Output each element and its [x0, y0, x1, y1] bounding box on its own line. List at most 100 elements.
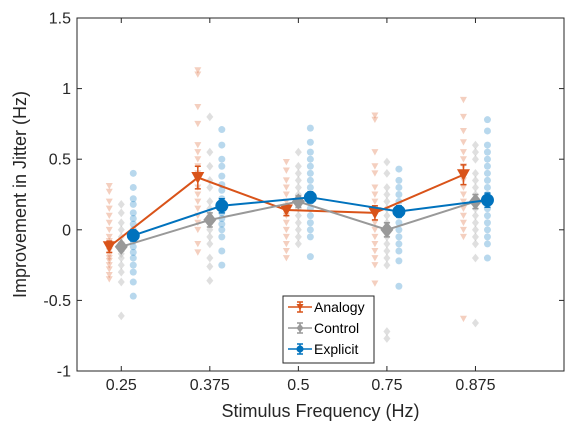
x-axis-label: Stimulus Frequency (Hz) [221, 401, 419, 421]
y-tick-label: 1 [62, 81, 71, 98]
raw-point-explicit [483, 254, 491, 262]
raw-point-analogy [371, 191, 379, 198]
raw-point-analogy [282, 191, 290, 198]
raw-point-explicit [395, 165, 403, 173]
legend-item-control: Control [288, 320, 359, 336]
raw-point-analogy [371, 112, 379, 119]
raw-point-analogy [282, 159, 290, 166]
raw-point-control [294, 232, 302, 242]
raw-point-explicit [395, 233, 403, 241]
raw-point-control [206, 112, 214, 122]
raw-point-control [117, 267, 125, 277]
raw-point-control [471, 140, 479, 150]
raw-point-control [117, 218, 125, 228]
raw-point-control [206, 183, 214, 192]
raw-point-explicit [218, 172, 226, 180]
raw-point-analogy [371, 255, 379, 262]
legend: Analogy Control Explicit [282, 295, 375, 364]
raw-point-control [206, 197, 214, 206]
x-tick-label: 0.5 [287, 377, 309, 394]
raw-point-control [117, 277, 125, 287]
raw-point-analogy [194, 249, 202, 256]
raw-point-explicit [483, 162, 491, 170]
raw-point-analogy [105, 212, 113, 220]
raw-point-analogy [105, 262, 113, 269]
raw-point-explicit [129, 209, 137, 217]
raw-point-analogy [194, 205, 202, 212]
raw-point-analogy [105, 219, 113, 227]
raw-point-analogy [282, 167, 290, 174]
raw-point-control [471, 211, 479, 221]
raw-point-explicit [306, 233, 314, 241]
raw-point-explicit [483, 116, 491, 124]
raw-point-control [383, 246, 391, 256]
raw-point-control [471, 232, 479, 242]
raw-point-control [471, 218, 479, 228]
mean-marker-analogy [102, 241, 116, 253]
raw-point-explicit [129, 169, 137, 177]
raw-point-analogy [282, 226, 290, 234]
raw-point-explicit [218, 126, 226, 134]
raw-point-analogy [105, 205, 113, 212]
raw-point-analogy [194, 103, 202, 111]
raw-point-control [383, 211, 391, 221]
raw-point-control [294, 147, 302, 157]
y-tick-label: -1 [57, 364, 71, 381]
mean-marker-control [203, 211, 217, 229]
raw-point-control [383, 260, 391, 270]
raw-point-analogy [105, 266, 113, 273]
raw-point-analogy [459, 127, 467, 135]
raw-point-analogy [194, 120, 202, 128]
raw-point-explicit [306, 155, 314, 163]
raw-point-analogy [194, 240, 202, 248]
raw-point-control [383, 190, 391, 199]
raw-point-analogy [371, 198, 379, 205]
raw-point-analogy [371, 248, 379, 255]
raw-point-control [294, 176, 302, 185]
raw-point-control [383, 253, 391, 263]
raw-point-explicit [483, 219, 491, 227]
raw-point-analogy [105, 233, 113, 241]
raw-point-control [383, 334, 391, 343]
mean-marker-analogy [191, 172, 205, 184]
mean-marker-explicit [480, 193, 494, 207]
raw-point-analogy [459, 156, 467, 163]
raw-point-explicit [395, 247, 403, 255]
raw-point-explicit [129, 248, 137, 256]
raw-point-explicit [129, 261, 137, 269]
raw-point-explicit [129, 195, 137, 203]
y-tick-label: 0 [62, 222, 71, 239]
raw-point-analogy [459, 212, 467, 220]
raw-point-explicit [129, 200, 137, 208]
raw-point-analogy [282, 219, 290, 227]
raw-point-analogy [282, 240, 290, 248]
raw-point-control [206, 161, 214, 171]
legend-item-explicit: Explicit [288, 341, 358, 357]
raw-point-analogy [194, 142, 202, 149]
x-tick-label: 0.875 [455, 377, 495, 394]
raw-point-explicit [129, 292, 137, 300]
raw-point-analogy [459, 205, 467, 212]
raw-point-explicit [306, 176, 314, 184]
raw-point-analogy [371, 262, 379, 269]
raw-point-explicit [306, 212, 314, 220]
raw-point-analogy [105, 198, 113, 205]
raw-point-explicit [483, 155, 491, 163]
raw-point-analogy [105, 252, 113, 259]
raw-point-analogy [194, 67, 202, 74]
raw-point-control [206, 253, 214, 263]
raw-point-analogy [194, 198, 202, 205]
raw-point-explicit [483, 148, 491, 156]
raw-point-explicit [306, 169, 314, 177]
raw-point-control [383, 197, 391, 206]
mean-marker-explicit [303, 190, 317, 204]
raw-point-control [383, 168, 391, 178]
raw-point-analogy [371, 233, 379, 241]
raw-point-analogy [105, 183, 113, 190]
raw-point-analogy [282, 248, 290, 255]
raw-point-explicit [218, 186, 226, 194]
raw-point-explicit [483, 183, 491, 191]
raw-point-explicit [218, 155, 226, 163]
mean-marker-explicit [126, 228, 140, 242]
raw-point-explicit [395, 257, 403, 265]
